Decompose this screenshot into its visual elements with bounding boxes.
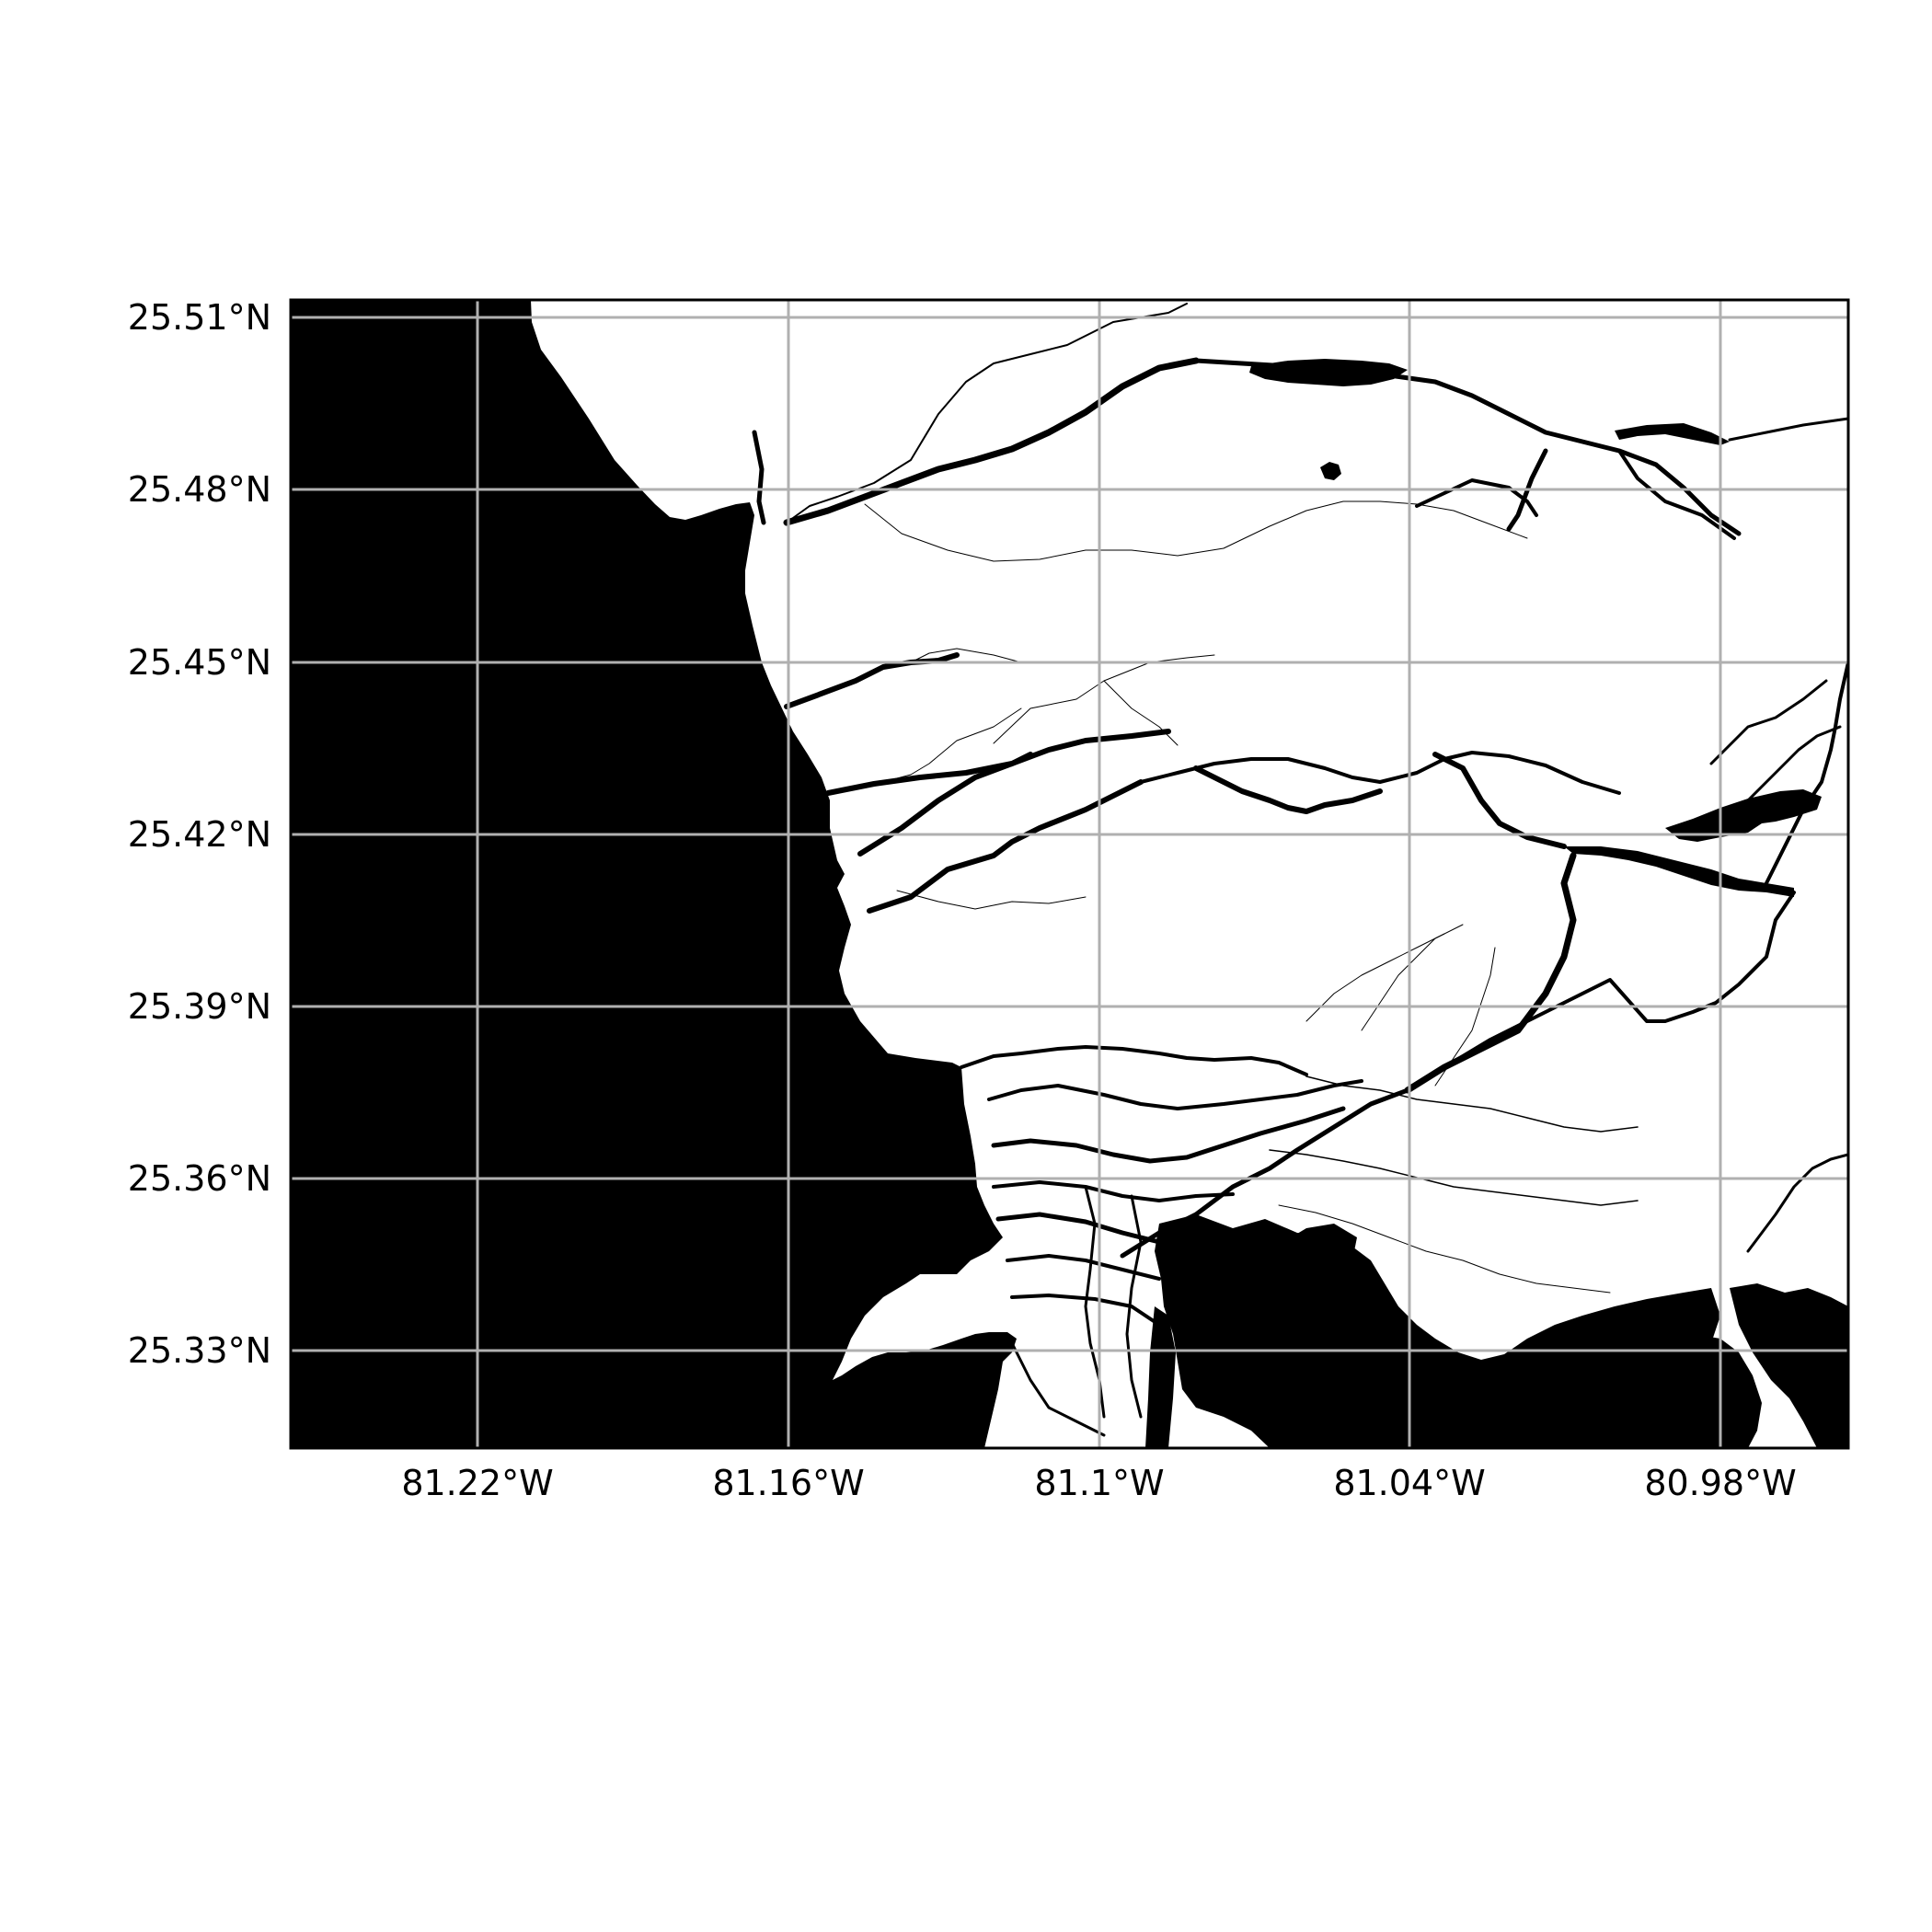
south-bay-water xyxy=(1155,1214,1720,1448)
north-pond-water xyxy=(1320,462,1341,480)
lat-label: 25.51°N xyxy=(128,297,271,338)
central-mangrove-water xyxy=(1283,1224,1357,1274)
lon-label: 81.1°W xyxy=(1034,1463,1164,1503)
lat-label: 25.45°N xyxy=(128,642,271,683)
water-layer xyxy=(291,300,1848,1448)
east-lake-water xyxy=(1665,789,1822,842)
lat-label: 25.48°N xyxy=(128,469,271,510)
lat-label: 25.36°N xyxy=(128,1158,271,1199)
map-frame xyxy=(289,298,1850,1450)
east-mangrove-water xyxy=(1730,1283,1848,1448)
lat-label: 25.33°N xyxy=(128,1330,271,1371)
south-inlet-water xyxy=(1145,1306,1176,1448)
lon-label: 81.16°W xyxy=(712,1463,864,1503)
gridlines xyxy=(291,300,1848,1448)
lat-axis-labels: 25.51°N 25.48°N 25.45°N 25.42°N 25.39°N … xyxy=(128,297,271,1371)
lon-label: 80.98°W xyxy=(1644,1463,1796,1503)
east-channel-water xyxy=(1564,846,1794,897)
gulf-water xyxy=(291,300,1017,1448)
lat-label: 25.39°N xyxy=(128,986,271,1027)
northeast-channel-water xyxy=(1615,423,1730,445)
lon-axis-labels: 81.22°W 81.16°W 81.1°W 81.04°W 80.98°W xyxy=(401,1463,1796,1503)
lon-label: 81.04°W xyxy=(1333,1463,1485,1503)
lon-label: 81.22°W xyxy=(401,1463,553,1503)
lat-label: 25.42°N xyxy=(128,814,271,855)
channel-network xyxy=(752,303,1848,1437)
